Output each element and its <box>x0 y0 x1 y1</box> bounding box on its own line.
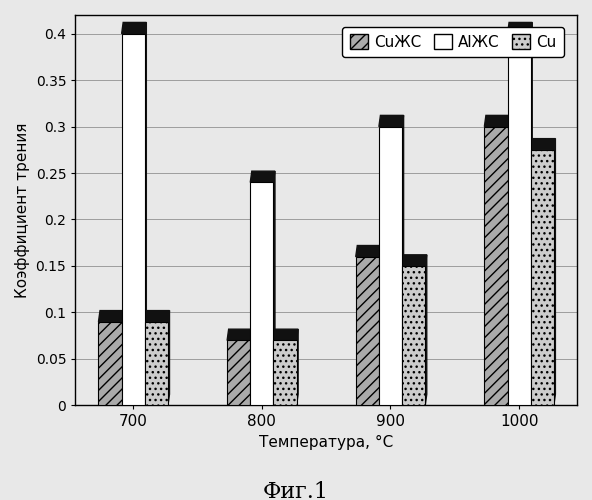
Polygon shape <box>145 22 146 406</box>
Bar <box>507 34 530 406</box>
Polygon shape <box>530 22 532 406</box>
Bar <box>402 266 425 406</box>
Polygon shape <box>530 138 555 150</box>
Polygon shape <box>274 329 298 340</box>
Polygon shape <box>507 116 509 406</box>
Bar <box>274 340 297 406</box>
Polygon shape <box>168 310 169 406</box>
Polygon shape <box>250 329 252 406</box>
Polygon shape <box>402 255 427 266</box>
Polygon shape <box>274 171 275 406</box>
Bar <box>379 126 402 406</box>
Bar <box>530 150 554 406</box>
Polygon shape <box>145 310 169 322</box>
Text: Фиг.1: Фиг.1 <box>263 480 329 500</box>
Polygon shape <box>227 329 252 340</box>
Bar <box>121 34 145 406</box>
Bar <box>356 256 379 406</box>
Legend: CuЖС, АlЖС, Cu: CuЖС, АlЖС, Cu <box>342 26 564 58</box>
Polygon shape <box>379 246 381 406</box>
Y-axis label: Коэффициент трения: Коэффициент трения <box>15 122 30 298</box>
Polygon shape <box>121 310 123 406</box>
Bar <box>250 182 274 406</box>
Polygon shape <box>402 116 404 406</box>
Polygon shape <box>297 329 298 406</box>
Polygon shape <box>484 116 509 126</box>
Polygon shape <box>554 138 555 406</box>
Bar <box>227 340 250 406</box>
Bar <box>484 126 507 406</box>
X-axis label: Температура, °C: Температура, °C <box>259 435 393 450</box>
Bar <box>98 322 121 406</box>
Polygon shape <box>425 255 427 406</box>
Polygon shape <box>121 22 146 34</box>
Polygon shape <box>356 246 381 256</box>
Polygon shape <box>379 116 404 126</box>
Bar <box>145 322 168 406</box>
Polygon shape <box>98 310 123 322</box>
Polygon shape <box>250 171 275 182</box>
Polygon shape <box>507 22 532 34</box>
